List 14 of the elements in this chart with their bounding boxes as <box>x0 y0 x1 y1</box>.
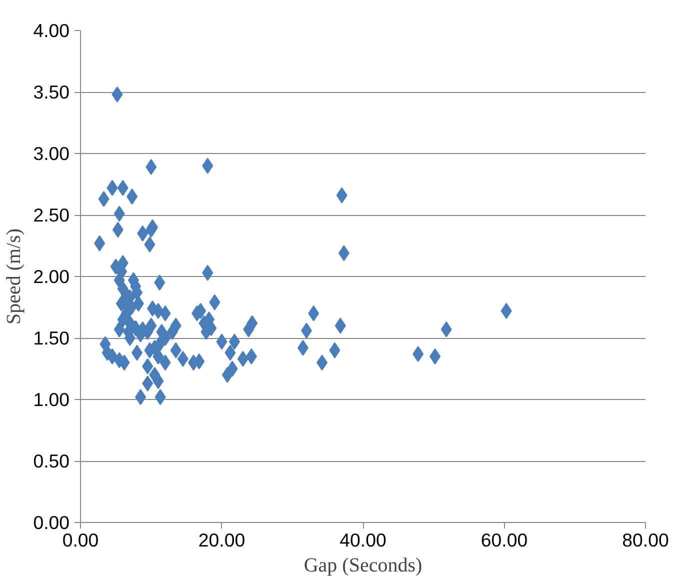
y-tick-label: 1.50 <box>33 328 70 348</box>
y-tick-label: 2.50 <box>33 204 70 226</box>
y-tick-label: 1.00 <box>33 389 70 410</box>
x-tick-label: 40.00 <box>340 530 386 550</box>
y-tick-label: 0.50 <box>33 450 70 472</box>
y-tick-label: 4.00 <box>33 20 70 41</box>
x-tick-label: 60.00 <box>480 530 528 550</box>
y-axis-title: Speed (m/s) <box>3 228 26 325</box>
x-tick-label: 80.00 <box>622 530 669 550</box>
y-tick-label: 3.50 <box>33 82 70 102</box>
y-tick-label: 3.00 <box>33 143 70 164</box>
x-axis-title: Gap (Seconds) <box>304 554 422 576</box>
y-tick-label: 2.00 <box>33 266 70 287</box>
x-tick-label: 20.00 <box>198 530 246 550</box>
